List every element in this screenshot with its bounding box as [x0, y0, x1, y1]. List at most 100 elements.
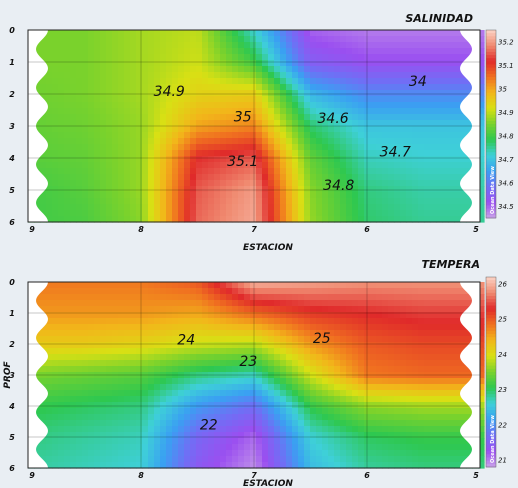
field-cell	[280, 348, 287, 355]
field-cell	[124, 210, 131, 217]
field-cell	[454, 138, 461, 145]
field-cell	[418, 342, 425, 349]
field-cell	[160, 462, 167, 469]
field-cell	[310, 60, 317, 67]
field-cell	[328, 108, 335, 115]
field-cell	[394, 312, 401, 319]
field-cell	[316, 96, 323, 103]
field-cell	[316, 198, 323, 205]
field-cell	[442, 96, 449, 103]
field-cell	[286, 60, 293, 67]
field-cell	[172, 342, 179, 349]
field-cell	[130, 72, 137, 79]
field-cell	[412, 318, 419, 325]
field-cell	[394, 360, 401, 367]
field-cell	[304, 354, 311, 361]
field-cell	[442, 324, 449, 331]
field-cell	[442, 192, 449, 199]
field-cell	[88, 48, 95, 55]
field-cell	[400, 444, 407, 451]
field-cell	[172, 114, 179, 121]
field-cell	[280, 66, 287, 73]
field-cell	[292, 132, 299, 139]
field-cell	[382, 198, 389, 205]
field-cell	[334, 30, 341, 37]
field-cell	[292, 354, 299, 361]
field-cell	[154, 102, 161, 109]
field-cell	[208, 444, 215, 451]
field-cell	[358, 384, 365, 391]
field-cell	[292, 330, 299, 337]
colorbar-segment	[486, 114, 496, 119]
field-cell	[238, 324, 245, 331]
field-cell	[184, 342, 191, 349]
field-cell	[388, 282, 395, 289]
field-cell	[442, 414, 449, 421]
field-cell	[310, 396, 317, 403]
field-cell	[238, 66, 245, 73]
field-cell	[352, 78, 359, 85]
field-cell	[442, 168, 449, 175]
field-cell	[436, 132, 443, 139]
field-cell	[478, 204, 485, 211]
field-cell	[94, 438, 101, 445]
field-cell	[184, 54, 191, 61]
field-cell	[442, 126, 449, 133]
field-cell	[82, 120, 89, 127]
field-cell	[418, 102, 425, 109]
field-cell	[238, 48, 245, 55]
field-cell	[262, 294, 269, 301]
field-cell	[304, 294, 311, 301]
field-cell	[70, 300, 77, 307]
field-cell	[148, 396, 155, 403]
field-cell	[394, 162, 401, 169]
field-cell	[466, 156, 473, 163]
field-cell	[64, 162, 71, 169]
field-cell	[376, 462, 383, 469]
field-cell	[292, 282, 299, 289]
colorbar-segment	[486, 202, 496, 206]
field-cell	[154, 348, 161, 355]
field-cell	[190, 120, 197, 127]
field-cell	[358, 168, 365, 175]
field-cell	[52, 372, 59, 379]
field-cell	[58, 78, 65, 85]
field-cell	[478, 300, 485, 307]
field-cell	[400, 354, 407, 361]
field-cell	[130, 312, 137, 319]
field-cell	[160, 102, 167, 109]
field-cell	[76, 390, 83, 397]
field-cell	[298, 180, 305, 187]
field-cell	[334, 366, 341, 373]
field-cell	[280, 372, 287, 379]
field-cell	[124, 438, 131, 445]
field-cell	[310, 78, 317, 85]
field-cell	[256, 90, 263, 97]
field-cell	[430, 348, 437, 355]
field-cell	[292, 48, 299, 55]
field-cell	[130, 300, 137, 307]
field-cell	[88, 318, 95, 325]
field-cell	[292, 174, 299, 181]
field-cell	[166, 216, 173, 223]
field-cell	[148, 36, 155, 43]
field-cell	[328, 144, 335, 151]
field-cell	[388, 426, 395, 433]
field-cell	[58, 144, 65, 151]
field-cell	[274, 402, 281, 409]
field-cell	[352, 186, 359, 193]
field-cell	[454, 300, 461, 307]
field-cell	[460, 420, 467, 427]
field-cell	[208, 366, 215, 373]
colorbar-segment	[486, 155, 496, 159]
field-cell	[460, 96, 467, 103]
field-cell	[76, 330, 83, 337]
field-cell	[172, 54, 179, 61]
field-cell	[130, 120, 137, 127]
field-cell	[160, 378, 167, 385]
colorbar-segment	[486, 196, 496, 200]
field-cell	[274, 210, 281, 217]
field-cell	[172, 210, 179, 217]
field-cell	[220, 372, 227, 379]
field-cell	[400, 324, 407, 331]
